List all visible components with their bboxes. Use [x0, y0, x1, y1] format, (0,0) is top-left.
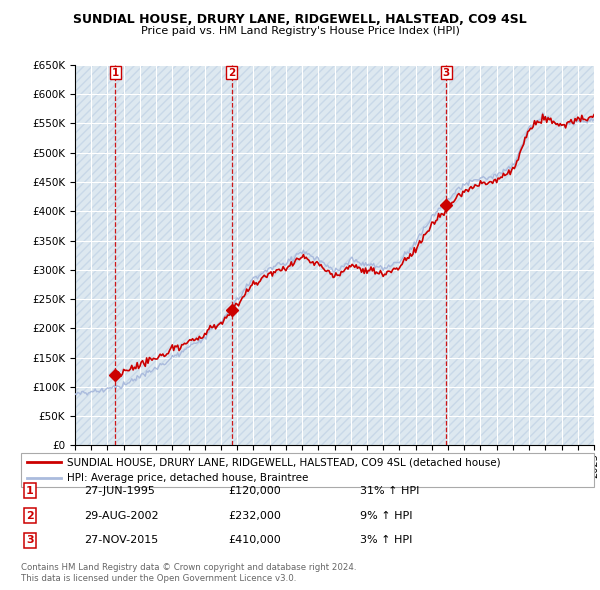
- Text: HPI: Average price, detached house, Braintree: HPI: Average price, detached house, Brai…: [67, 473, 308, 483]
- Text: 1: 1: [112, 68, 119, 77]
- Text: 2: 2: [26, 511, 34, 520]
- Text: SUNDIAL HOUSE, DRURY LANE, RIDGEWELL, HALSTEAD, CO9 4SL (detached house): SUNDIAL HOUSE, DRURY LANE, RIDGEWELL, HA…: [67, 457, 500, 467]
- Text: 3% ↑ HPI: 3% ↑ HPI: [360, 536, 412, 545]
- Text: £410,000: £410,000: [228, 536, 281, 545]
- Text: £232,000: £232,000: [228, 511, 281, 520]
- Text: 29-AUG-2002: 29-AUG-2002: [84, 511, 158, 520]
- Text: £120,000: £120,000: [228, 486, 281, 496]
- Text: 9% ↑ HPI: 9% ↑ HPI: [360, 511, 413, 520]
- Text: 3: 3: [443, 68, 450, 77]
- Text: 27-NOV-2015: 27-NOV-2015: [84, 536, 158, 545]
- FancyBboxPatch shape: [21, 453, 594, 487]
- Text: 31% ↑ HPI: 31% ↑ HPI: [360, 486, 419, 496]
- Text: 2: 2: [228, 68, 235, 77]
- Text: Price paid vs. HM Land Registry's House Price Index (HPI): Price paid vs. HM Land Registry's House …: [140, 26, 460, 36]
- Text: Contains HM Land Registry data © Crown copyright and database right 2024.: Contains HM Land Registry data © Crown c…: [21, 563, 356, 572]
- Text: 3: 3: [26, 536, 34, 545]
- Text: 1: 1: [26, 486, 34, 496]
- Text: 27-JUN-1995: 27-JUN-1995: [84, 486, 155, 496]
- Text: This data is licensed under the Open Government Licence v3.0.: This data is licensed under the Open Gov…: [21, 574, 296, 583]
- Text: SUNDIAL HOUSE, DRURY LANE, RIDGEWELL, HALSTEAD, CO9 4SL: SUNDIAL HOUSE, DRURY LANE, RIDGEWELL, HA…: [73, 13, 527, 26]
